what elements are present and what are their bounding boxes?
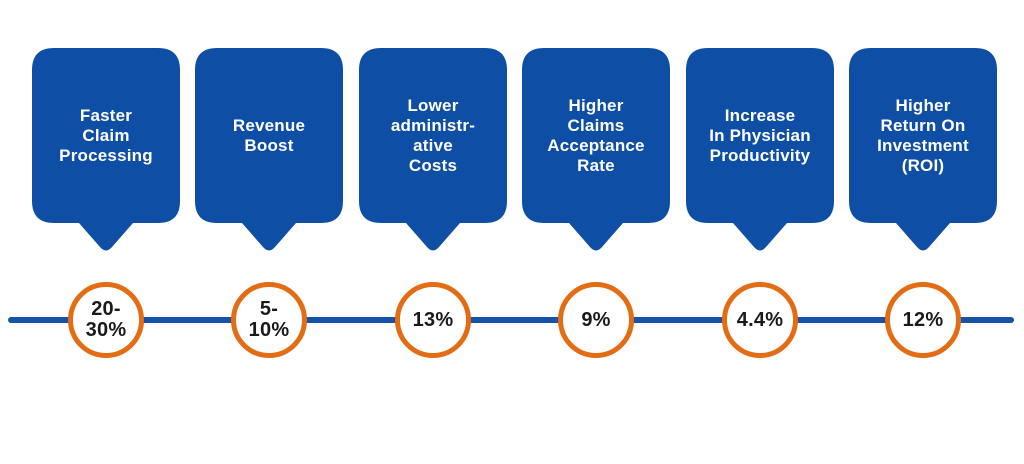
value-text: 4.4%	[736, 308, 784, 331]
value-text: 20- 30%	[85, 298, 127, 341]
benefit-label: Revenue Boost	[232, 115, 306, 155]
benefit-item: Higher Return On Investment (ROI)	[849, 48, 997, 253]
benefit-label: Lower administr- ative Costs	[390, 95, 476, 175]
timeline-line	[8, 317, 1014, 323]
speech-bubble-shape	[686, 48, 834, 251]
benefit-item: Lower administr- ative Costs	[359, 48, 507, 253]
benefit-label: Higher Claims Acceptance Rate	[547, 95, 645, 175]
benefit-label: Increase In Physician Productivity	[709, 105, 811, 165]
speech-bubble-shape	[522, 48, 670, 251]
benefit-item: Higher Claims Acceptance Rate	[522, 48, 670, 253]
value-text: 13%	[412, 308, 454, 331]
speech-bubble-shape	[195, 48, 343, 251]
benefit-item: Faster Claim Processing	[32, 48, 180, 253]
value-circle: 9%	[558, 282, 634, 358]
value-circle: 4.4%	[722, 282, 798, 358]
value-circle: 20- 30%	[68, 282, 144, 358]
value-circle: 13%	[395, 282, 471, 358]
value-circle: 12%	[885, 282, 961, 358]
value-circle: 5- 10%	[231, 282, 307, 358]
benefit-label: Faster Claim Processing	[59, 105, 153, 165]
speech-bubble-shape	[359, 48, 507, 251]
speech-bubble-shape	[849, 48, 997, 251]
speech-bubble-shape	[32, 48, 180, 251]
benefit-item: Increase In Physician Productivity	[686, 48, 834, 253]
benefit-label: Higher Return On Investment (ROI)	[877, 95, 969, 175]
value-text: 9%	[581, 308, 611, 331]
value-text: 5- 10%	[248, 298, 290, 341]
value-text: 12%	[902, 308, 944, 331]
benefit-item: Revenue Boost	[195, 48, 343, 253]
